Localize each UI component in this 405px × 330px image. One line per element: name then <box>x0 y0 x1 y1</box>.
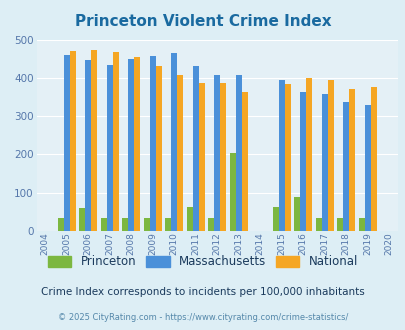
Bar <box>64 55 70 231</box>
Bar <box>272 207 278 231</box>
Bar <box>348 88 354 231</box>
Bar <box>186 207 192 231</box>
Bar <box>113 52 118 231</box>
Bar <box>149 56 155 231</box>
Bar <box>235 75 241 231</box>
Bar <box>79 208 85 231</box>
Bar <box>171 53 177 231</box>
Bar <box>294 197 299 231</box>
Text: © 2025 CityRating.com - https://www.cityrating.com/crime-statistics/: © 2025 CityRating.com - https://www.city… <box>58 313 347 322</box>
Bar <box>128 59 134 231</box>
Bar <box>327 80 333 231</box>
Bar <box>198 83 204 231</box>
Bar <box>155 66 161 231</box>
Bar <box>107 65 113 231</box>
Bar <box>370 87 376 231</box>
Bar <box>315 218 321 231</box>
Text: Crime Index corresponds to incidents per 100,000 inhabitants: Crime Index corresponds to incidents per… <box>41 287 364 297</box>
Bar <box>177 75 183 231</box>
Bar <box>364 106 370 231</box>
Bar <box>229 152 235 231</box>
Bar <box>85 59 91 231</box>
Bar <box>220 83 226 231</box>
Bar <box>100 218 107 231</box>
Bar <box>134 57 140 231</box>
Bar <box>241 92 247 231</box>
Bar <box>91 50 97 231</box>
Text: Princeton Violent Crime Index: Princeton Violent Crime Index <box>75 14 330 29</box>
Bar <box>284 84 290 231</box>
Bar <box>358 217 364 231</box>
Bar <box>58 217 64 231</box>
Bar <box>70 51 75 231</box>
Bar <box>165 217 171 231</box>
Bar <box>122 218 128 231</box>
Bar <box>208 218 214 231</box>
Bar <box>321 94 327 231</box>
Bar <box>278 80 284 231</box>
Bar <box>305 78 311 231</box>
Bar <box>143 218 149 231</box>
Bar <box>214 75 220 231</box>
Bar <box>342 102 348 231</box>
Bar <box>299 92 305 231</box>
Legend: Princeton, Massachusetts, National: Princeton, Massachusetts, National <box>44 252 361 272</box>
Bar <box>337 218 342 231</box>
Bar <box>192 66 198 231</box>
